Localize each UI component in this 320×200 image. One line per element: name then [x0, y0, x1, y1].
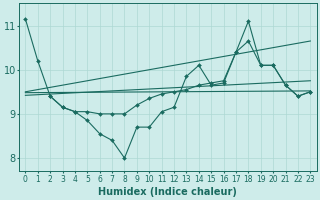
X-axis label: Humidex (Indice chaleur): Humidex (Indice chaleur) [99, 187, 237, 197]
